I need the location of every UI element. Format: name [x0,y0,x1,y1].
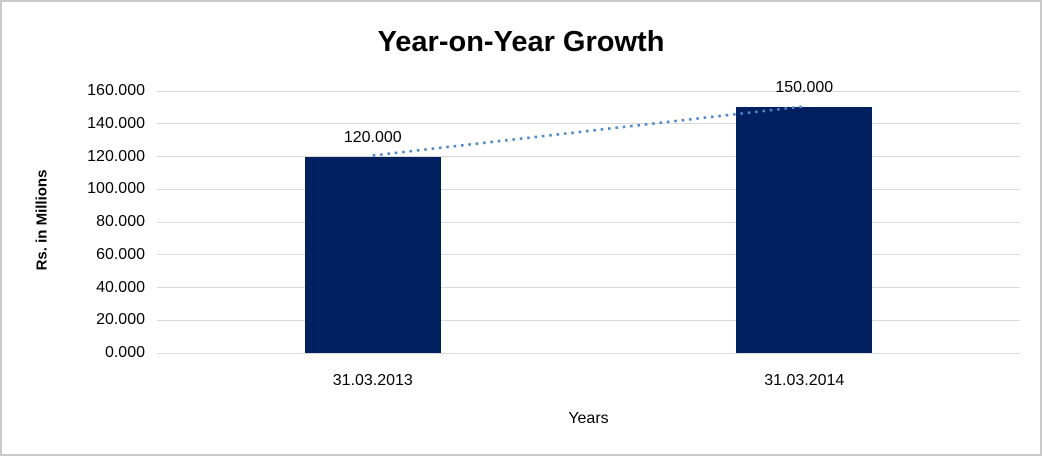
y-tick-label: 120.000 [87,147,145,165]
gridline [157,319,1020,321]
gridline [157,254,1020,256]
y-tick-label: 160.000 [87,82,145,99]
gridline [157,287,1020,288]
y-tick-label: 40.000 [96,278,145,296]
bar-value-label: 120.000 [343,128,402,146]
chart-title: Year-on-Year Growth [377,26,665,58]
y-tick-label: 60.000 [96,245,145,263]
bar [304,156,441,353]
gridline [157,352,1020,354]
bar [736,107,873,353]
bar-value-label: 150.000 [775,79,834,97]
gridline [157,156,1020,157]
x-category-label: 31.03.2013 [332,372,413,389]
x-category-label: 31.03.2014 [764,372,845,389]
plot-area [157,90,1020,354]
y-tick-label: 80.000 [96,213,145,230]
y-tick-label: 140.000 [87,114,145,132]
y-tick-label: 0.000 [104,344,145,361]
gridline [157,90,1020,92]
gridline [157,221,1020,223]
y-tick-label: 100.000 [87,180,145,198]
x-axis-title: Years [568,410,609,427]
gridline [157,188,1020,190]
y-tick-label: 20.000 [96,311,145,329]
gridline [157,123,1020,125]
